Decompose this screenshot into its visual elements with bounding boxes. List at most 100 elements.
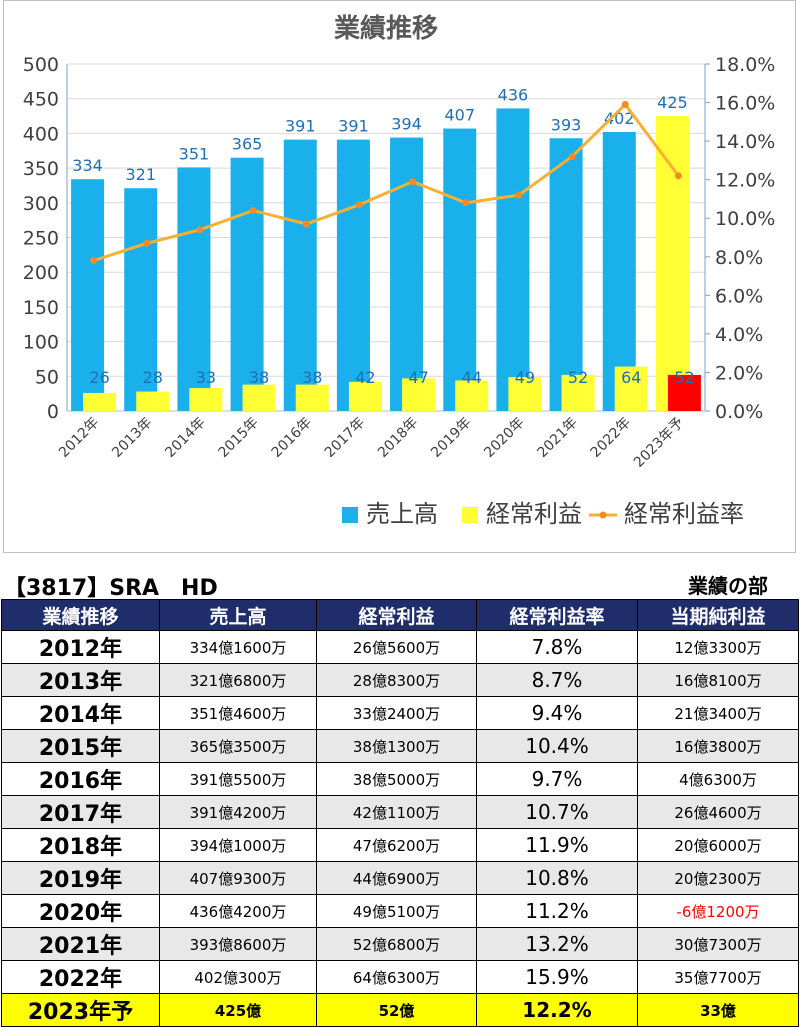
x-tick-label: 2014年 [162,415,208,461]
legend-swatch-sales [342,507,358,523]
table-row: 2022年 402億300万 64億6300万 15.9% 35億7700万 [1,960,799,994]
rate-point [196,226,204,234]
data-label-sales: 391 [338,117,369,136]
table-row: 2020年 436億4200万 49億5100万 11.2% -6億1200万 [1,894,799,928]
table-row: 2017年 391億4200万 42億1100万 10.7% 26億4600万 [1,795,799,829]
rate-point [143,239,151,247]
y-tick-label: 150 [23,297,59,319]
y-tick-label: 50 [35,366,59,388]
y-tick-label: 250 [23,228,59,250]
rate-point [90,257,98,265]
bar-profit [455,380,489,411]
table-cell: 11.9% [476,828,638,862]
table-cell: 20億2300万 [637,861,799,895]
y2-tick-label: 6.0% [715,285,763,307]
data-label-sales: 334 [72,156,103,175]
table-cell: 2014年 [1,696,160,730]
bar-sales [336,139,370,411]
column-header: 経常利益 [316,599,477,631]
x-tick-label: 2015年 [215,415,261,461]
bar-sales [655,116,689,412]
y2-tick-label: 14.0% [715,131,775,153]
data-label-sales: 407 [444,106,475,125]
data-label-profit: 44 [462,368,482,387]
table-cell: 10.7% [476,795,638,829]
bar-profit [189,388,223,411]
y-tick-label: 500 [23,54,59,76]
y-tick-label: 0 [47,401,59,423]
y-tick-label: 300 [23,193,59,215]
table-cell: 365億3500万 [159,729,317,763]
table-cell: 9.4% [476,696,638,730]
table-cell: 425億 [159,993,317,1027]
table-cell: 2021年 [1,927,160,961]
chart-panel: 業績推移 0 50 100 150 200 250 300 350 400 450 500 0.0% 2.… [3,0,796,553]
x-tick-label: 2021年 [534,415,580,461]
table-cell: 393億8600万 [159,927,317,961]
table-cell: 30億7300万 [637,927,799,961]
x-tick-label: 2012年 [56,415,102,461]
table-row: 2023年予 425億 52億 12.2% 33億 [1,993,799,1027]
legend-label-sales: 売上高 [366,500,438,528]
table-cell: 334億1600万 [159,630,317,664]
bar-profit [83,392,117,411]
table-cell: 38億1300万 [316,729,477,763]
x-tick-label: 2018年 [375,415,421,461]
y2-tick-label: 2.0% [715,362,763,384]
table-cell: 10.8% [476,861,638,895]
y-tick-label: 350 [23,158,59,180]
y2-tick-label: 12.0% [715,170,775,192]
data-label-sales: 365 [232,135,263,154]
x-tick-label: 2013年 [109,415,155,461]
performance-table: 業績推移 売上高 経常利益 経常利益率 当期純利益 2012年 334億1600万 26億5… [1,599,799,1027]
table-row: 2012年 334億1600万 26億5600万 7.8% 12億3300万 [1,630,799,664]
data-label-sales: 394 [391,115,422,134]
table-header-row: 業績推移 売上高 経常利益 経常利益率 当期純利益 [1,599,799,631]
table-cell: 351億4600万 [159,696,317,730]
table-heading: 【3817】SRA HD 業績の部 [0,570,800,601]
table-row: 2018年 394億1000万 47億6200万 11.9% 20億6000万 [1,828,799,862]
table-cell: 44億6900万 [316,861,477,895]
table-cell: 2023年予 [1,993,160,1027]
bar-profit [614,366,648,411]
table-cell: 26億5600万 [316,630,477,664]
y2-tick-label: 8.0% [715,247,763,269]
table-cell: 394億1000万 [159,828,317,862]
company-name: 【3817】SRA HD [4,576,218,601]
rate-line [93,102,680,263]
column-header: 経常利益率 [476,599,638,631]
rate-point [355,201,363,209]
table-cell: 10.4% [476,729,638,763]
data-label-profit: 52 [568,368,588,387]
table-cell: 38億5000万 [316,762,477,796]
rate-point [621,100,629,108]
table-cell: 2016年 [1,762,160,796]
bar-profit [242,384,276,411]
data-label-profit: 26 [89,368,109,387]
section-title: 業績の部 [688,574,768,598]
table-cell: 33億 [637,993,799,1027]
column-header: 業績推移 [1,599,160,631]
data-label-profit: 52 [674,368,694,387]
table-cell: 13.2% [476,927,638,961]
bar-profit [348,381,382,411]
bar-sales [443,128,477,411]
table-row: 2015年 365億3500万 38億1300万 10.4% 16億3800万 [1,729,799,763]
y2-tick-label: 16.0% [715,93,775,115]
data-label-profit: 49 [515,368,535,387]
bar-profit [561,374,595,411]
table-cell: 391億5500万 [159,762,317,796]
table-cell: 2020年 [1,894,160,928]
x-tick-label: 2017年 [322,415,368,461]
table-cell: 2018年 [1,828,160,862]
table-cell: 402億300万 [159,960,317,994]
table-cell: 16億3800万 [637,729,799,763]
table-cell: 8.7% [476,663,638,697]
data-label-profit: 42 [355,368,375,387]
data-label-sales: 391 [285,117,316,136]
table-cell: 391億4200万 [159,795,317,829]
data-label-profit: 38 [249,368,269,387]
table-cell: 33億2400万 [316,696,477,730]
legend-label-rate: 経常利益率 [624,500,744,528]
data-label-profit: 47 [408,368,428,387]
